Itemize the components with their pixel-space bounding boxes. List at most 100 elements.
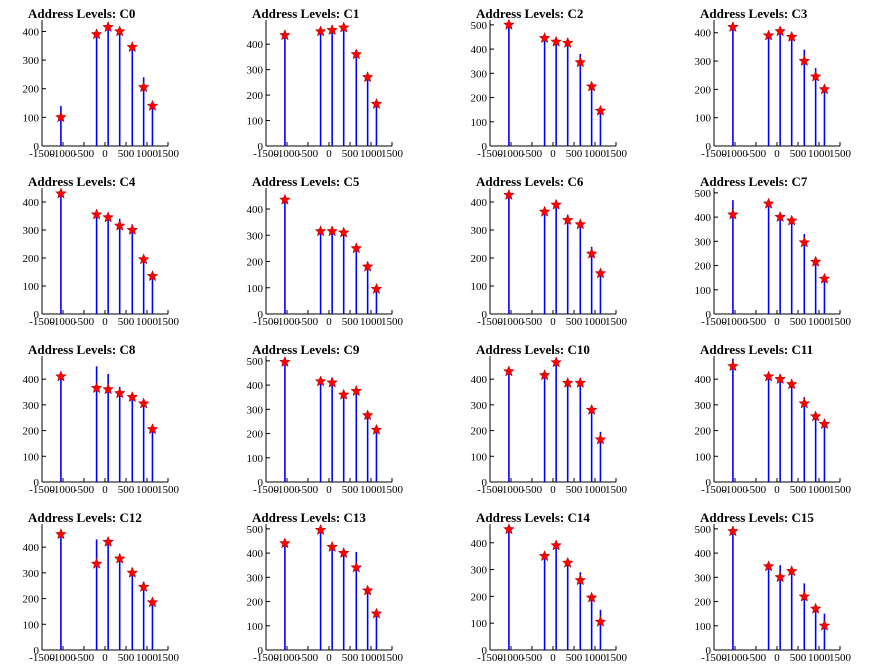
star-marker [279,355,291,368]
star-marker [90,381,103,394]
x-tick-label: 1000 [808,652,831,664]
y-tick-label: 100 [695,113,712,125]
star-marker [314,25,327,37]
star-marker [774,25,787,37]
x-tick-label: -500 [746,484,767,496]
star-marker [818,417,831,430]
x-tick-label: -1000 [50,148,76,160]
x-tick-label: 500 [566,148,583,160]
star-marker [146,596,159,608]
y-tick-label: 400 [247,548,264,560]
star-marker [585,247,598,259]
star-marker [561,376,574,388]
star-marker [774,210,787,223]
star-marker [337,226,350,238]
star-marker [594,615,607,627]
chart-panel-14: Address Levels: C14 0 100 200 300 400 -1500-10… [471,510,628,664]
x-tick-label: -500 [746,316,767,328]
x-tick-label: -1500 [29,652,55,664]
y-tick-label: 400 [23,197,40,209]
chart-panel-9: Address Levels: C90100200300400500-1500-… [247,342,404,496]
star-marker [762,197,775,209]
star-marker [585,403,598,415]
x-tick-label: 1500 [157,652,180,664]
chart-panel-7: Address Levels: C70100200300400500-1500-… [695,174,852,328]
x-tick-label: 1000 [360,316,383,328]
x-tick-label: 1500 [157,316,180,328]
chart-title: Address Levels: C5 [252,174,360,189]
star-marker [538,31,551,44]
x-tick-label: 1000 [584,484,607,496]
x-tick-label: -1000 [722,316,748,328]
x-tick-label: -500 [74,484,95,496]
y-tick-label: 0 [706,309,712,321]
star-marker [818,619,831,631]
x-tick-label: -1500 [477,148,503,160]
y-tick-label: 0 [706,141,712,153]
y-tick-label: 0 [706,477,712,489]
star-marker [785,214,798,226]
chart-title: Address Levels: C15 [700,510,814,525]
x-tick-label: 500 [118,148,135,160]
chart-panel-6: Address Levels: C6 0 100 200 300 400 -1500-100… [471,174,628,328]
chart-title: Address Levels: C7 [700,174,808,189]
star-marker [137,397,150,409]
y-tick-label: 0 [34,645,40,657]
x-tick-label: 0 [102,652,108,664]
star-marker [538,549,551,562]
y-tick-label: 100 [471,618,488,630]
x-tick-label: 0 [326,652,332,664]
x-tick-label: 0 [102,316,108,328]
star-marker [538,205,551,217]
x-tick-label: 1000 [584,316,607,328]
star-marker [90,28,103,40]
chart-title: Address Levels: C12 [28,510,142,525]
chart-title: Address Levels: C4 [28,174,136,189]
chart-panel-2: Address Levels: C20100200300400500-1500-… [471,6,628,160]
y-tick-label: 500 [695,524,712,536]
star-marker [561,36,574,49]
chart-title: Address Levels: C0 [28,6,135,21]
x-tick-label: 1000 [584,652,607,664]
x-tick-label: 500 [566,652,583,664]
star-marker [350,242,363,254]
star-marker [337,388,350,400]
y-tick-label: 300 [471,565,488,577]
star-marker [137,580,150,592]
x-tick-label: 1000 [136,316,159,328]
y-tick-label: 300 [695,572,712,584]
star-marker [727,360,739,372]
star-marker [727,208,739,220]
y-tick-label: 100 [247,283,264,295]
chart-title: Address Levels: C3 [700,6,808,21]
chart-title: Address Levels: C1 [252,6,359,21]
x-tick-label: -1500 [253,316,279,328]
x-tick-label: 1500 [381,652,404,664]
star-marker [785,30,798,42]
x-tick-label: -1000 [498,484,524,496]
y-tick-label: 100 [471,117,488,129]
star-marker [538,369,551,381]
x-tick-label: -1000 [498,316,524,328]
x-tick-label: -1000 [722,652,748,664]
y-tick-label: 300 [471,68,488,80]
y-tick-label: 0 [482,645,488,657]
star-marker [113,25,126,37]
x-tick-label: 500 [566,484,583,496]
y-tick-label: 200 [471,253,488,265]
x-tick-label: 1500 [605,316,628,328]
star-marker [55,528,67,540]
star-marker [370,282,383,295]
star-marker [361,260,374,272]
x-tick-label: 1500 [381,316,404,328]
x-tick-label: -500 [298,652,319,664]
y-tick-label: 0 [34,309,40,321]
star-marker [798,54,811,67]
x-tick-label: -1500 [29,148,55,160]
star-marker [326,225,339,237]
x-tick-label: 1500 [381,148,404,160]
x-tick-label: -1000 [722,484,748,496]
star-marker [279,537,291,549]
star-marker [370,97,383,109]
x-tick-label: -1000 [274,316,300,328]
